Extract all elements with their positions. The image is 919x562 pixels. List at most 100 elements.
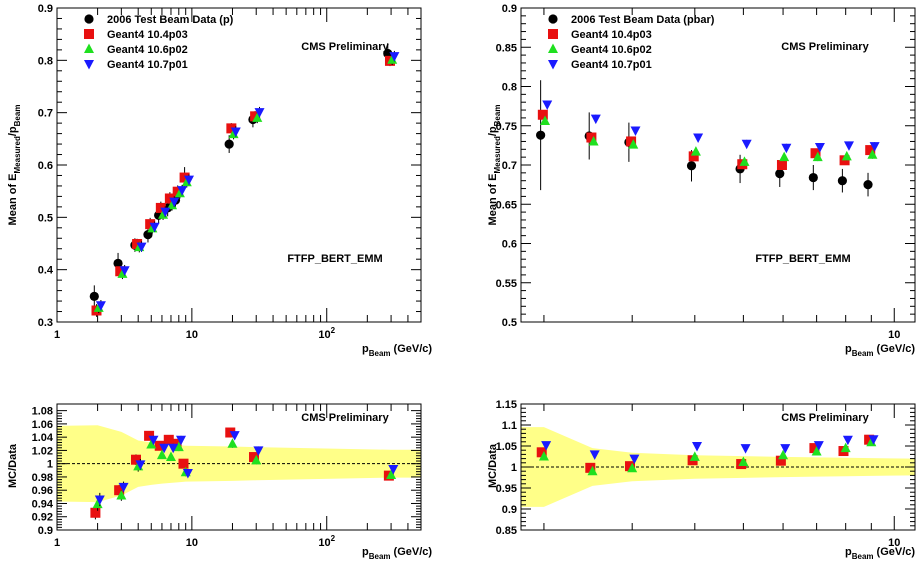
data-point: [251, 454, 262, 465]
x-tick-label: 10: [888, 329, 900, 341]
y-tick-label: 0.7: [38, 108, 53, 120]
data-point: [869, 142, 880, 152]
legend-marker: [548, 43, 558, 53]
data-point: [389, 52, 400, 62]
data-point: [779, 151, 790, 162]
x-axis-label-sub: Beam: [852, 349, 874, 358]
legend-entry: 2006 Test Beam Data (p): [107, 14, 234, 26]
legend-marker: [548, 60, 558, 70]
data-point: [113, 258, 123, 268]
data-point: [775, 455, 786, 466]
data-point: [146, 438, 157, 449]
y-tick-label: 0.5: [38, 212, 53, 224]
x-tick-label: 1: [54, 329, 60, 341]
data-point: [229, 431, 240, 441]
data-point: [114, 485, 125, 496]
data-point: [538, 451, 549, 461]
y-tick-label: 1: [47, 459, 53, 471]
data-point: [167, 199, 178, 210]
data-point: [154, 440, 165, 451]
data-point: [179, 172, 190, 183]
data-point: [249, 452, 260, 463]
x-axis-label-unit: (GeV/c): [877, 343, 916, 355]
y-tick-label: 0.55: [496, 278, 517, 290]
legend-entry: Geant4 10.7p01: [107, 59, 188, 71]
data-point: [867, 149, 878, 159]
data-point: [812, 151, 823, 162]
data-point: [590, 114, 601, 125]
y-axis-label-mid: /p: [7, 126, 19, 136]
legend-entry: Geant4 10.4p03: [107, 29, 188, 41]
data-point: [589, 450, 600, 460]
x-tick-exponent: 2: [331, 326, 336, 335]
series-triangle-up: [538, 436, 877, 476]
data-point: [630, 126, 641, 136]
legend-marker: [548, 29, 558, 39]
y-tick-label: 0.95: [496, 483, 517, 495]
legend-entry: Geant4 10.6p02: [107, 44, 188, 56]
data-point: [130, 454, 141, 465]
y-axis-label-mid: /p: [487, 126, 499, 136]
data-point: [741, 139, 752, 150]
data-point: [386, 469, 397, 479]
legend-marker: [84, 43, 94, 53]
data-point: [775, 169, 785, 179]
data-point: [628, 139, 639, 149]
data-point: [172, 186, 183, 197]
legend-marker: [84, 60, 94, 70]
y-tick-label: 1.08: [32, 406, 53, 418]
x-axis-label-sub: Beam: [852, 552, 874, 561]
y-tick-label: 0.6: [502, 239, 517, 251]
data-point: [868, 435, 879, 445]
data-point: [149, 222, 160, 233]
data-point: [842, 435, 853, 446]
y-tick-label: 1: [511, 462, 517, 474]
series-square: [537, 109, 876, 170]
x-axis-label: pBeam (GeV/c): [362, 546, 432, 561]
data-point: [693, 133, 704, 144]
plot-frame: [56, 403, 422, 531]
y-tick-label: 0.92: [32, 512, 53, 524]
y-tick-label: 0.5: [502, 317, 517, 329]
series-triangle-up: [540, 115, 878, 166]
x-axis-label-sub: Beam: [369, 552, 391, 561]
data-point: [813, 441, 824, 451]
physics-list-label: FTFP_BERT_EMM: [755, 253, 850, 265]
data-point: [808, 172, 818, 183]
cms-preliminary-label: CMS Preliminary: [781, 41, 869, 53]
data-point: [95, 301, 106, 311]
series-triangle-down: [94, 431, 399, 507]
legend-marker: [84, 14, 94, 24]
data-point: [89, 291, 99, 301]
data-point: [586, 132, 597, 143]
legend-marker: [548, 14, 558, 24]
data-point: [843, 141, 854, 151]
y-tick-label: 1.06: [32, 419, 53, 431]
series-triangle-down: [541, 435, 879, 465]
series-circle: [89, 43, 393, 308]
y-tick-label: 0.96: [32, 485, 53, 497]
y-tick-label: 0.9: [502, 3, 517, 15]
data-point: [688, 151, 699, 162]
x-axis-label: pBeam (GeV/c): [362, 343, 432, 358]
data-point: [145, 219, 156, 230]
x-tick-label: 102: [318, 534, 335, 549]
series-triangle-down: [542, 100, 880, 154]
y-tick-label: 0.8: [38, 55, 53, 67]
data-point: [135, 460, 146, 470]
cms-preliminary-label: CMS Preliminary: [781, 412, 869, 424]
y-tick-label: 1.1: [502, 420, 517, 432]
physics-list-label: FTFP_BERT_EMM: [287, 253, 382, 265]
data-point: [778, 449, 789, 460]
x-axis-label-unit: (GeV/c): [877, 546, 916, 558]
data-point: [183, 175, 194, 186]
data-point: [252, 112, 263, 122]
y-tick-label: 0.6: [38, 160, 53, 172]
x-tick-label: 10: [888, 537, 900, 549]
legend-entry: Geant4 10.6p02: [571, 44, 652, 56]
data-point: [781, 143, 792, 154]
data-point: [175, 435, 186, 446]
data-point: [173, 441, 184, 452]
